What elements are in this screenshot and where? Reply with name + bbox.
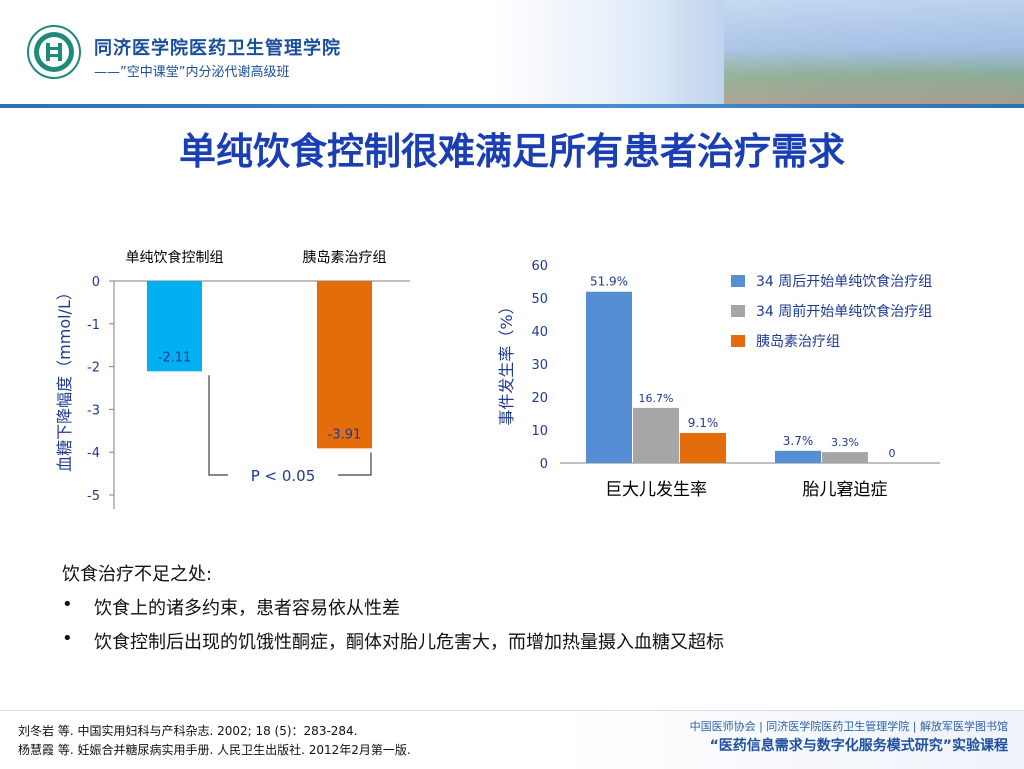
legend-label: 34 周前开始单纯饮食治疗组 [756, 303, 932, 320]
category-label: 胰岛素治疗组 [303, 250, 387, 266]
y-tick-label: 50 [531, 292, 548, 307]
reference-1: 刘冬岩 等. 中国实用妇科与产科杂志. 2002; 18 (5)：283-284… [18, 724, 358, 738]
bar-value-label: 51.9% [590, 275, 628, 289]
reference-2: 杨慧霞 等. 妊娠合并糖尿病实用手册. 人民卫生出版社. 2012年2月第一版. [18, 743, 411, 757]
glucose-reduction-chart: 血糖下降幅度（mmol/L） 0 -1 -2 -3 -4 -5 -2.11 单纯饮食控制组 -3… [55, 249, 410, 509]
category-label: 单纯饮食控制组 [126, 249, 224, 266]
bar-value-label: 3.3% [831, 436, 859, 449]
bar [680, 432, 726, 463]
legend-label: 34 周后开始单纯饮食治疗组 [756, 273, 932, 290]
bar-value-label: 16.7% [639, 392, 674, 405]
list-item: • 饮食上的诸多约束，患者容易依从性差 [62, 594, 724, 620]
y-tick-label: 40 [531, 325, 548, 340]
y-axis-label: 事件发生率（%） [497, 298, 516, 425]
header-divider [0, 104, 1024, 108]
bar [633, 407, 679, 463]
bullet-icon: • [62, 628, 73, 649]
bar-value-label: 3.7% [783, 434, 814, 448]
y-tick-label: -5 [87, 489, 100, 504]
bar-value-label: 0 [889, 447, 896, 460]
p-value-annotation: P < 0.05 [251, 467, 316, 485]
bar-value-label: -3.91 [328, 427, 362, 442]
y-tick-label: 20 [531, 391, 548, 406]
bar [775, 450, 821, 463]
legend-swatch [731, 335, 745, 347]
y-tick-label: 60 [531, 259, 548, 274]
category-label: 胎儿窘迫症 [803, 480, 888, 500]
slide-title: 单纯饮食控制很难满足所有患者治疗需求 [179, 130, 845, 173]
y-tick-label: -3 [87, 403, 100, 418]
bar-value-label: -2.11 [158, 350, 192, 365]
y-tick-label: 30 [531, 358, 548, 373]
footer-organizations: 中国医师协会 | 同济医学院医药卫生管理学院 | 解放军医学图书馆 [689, 720, 1008, 733]
legend-swatch [731, 305, 745, 317]
list-item-text: 饮食上的诸多约束，患者容易依从性差 [94, 598, 400, 619]
footer-course-title: “医药信息需求与数字化服务模式研究”实验课程 [709, 738, 1008, 754]
bar [586, 291, 632, 463]
y-tick-label: 0 [540, 457, 548, 472]
event-rate-chart: 事件发生率（%） 60 50 40 30 20 10 0 51.9% 3.7% 16.7% 3.3%… [497, 259, 940, 500]
y-tick-label: -1 [87, 318, 100, 333]
header-banner [0, 0, 1024, 108]
list-item: • 饮食控制后出现的饥饿性酮症，酮体对胎儿危害大，而增加热量摄入血糖又超标 [62, 628, 724, 654]
campus-photo [724, 0, 1024, 108]
y-tick-label: 10 [531, 424, 548, 439]
bar [317, 281, 372, 449]
y-tick-label: -2 [87, 361, 100, 376]
notes-section: 饮食治疗不足之处: • 饮食上的诸多约束，患者容易依从性差 • 饮食控制后出现的… [62, 560, 724, 662]
institution-name: 同济医学院医药卫生管理学院 [94, 38, 341, 59]
footer [0, 710, 1024, 769]
university-logo-icon [27, 25, 81, 79]
y-tick-label: 0 [92, 275, 100, 290]
legend-swatch [731, 275, 745, 287]
bullet-icon: • [62, 594, 73, 615]
annotation-background [228, 463, 338, 487]
legend-label: 胰岛素治疗组 [756, 334, 840, 350]
notes-heading: 饮食治疗不足之处: [62, 564, 213, 585]
bar [147, 281, 202, 372]
course-subtitle: ——”空中课堂”内分泌代谢高级班 [94, 65, 290, 80]
category-label: 巨大儿发生率 [605, 480, 707, 500]
y-axis-label: 血糖下降幅度（mmol/L） [55, 284, 74, 472]
y-tick-label: -4 [87, 446, 100, 461]
bar [822, 452, 868, 463]
bar-value-label: 9.1% [688, 416, 719, 430]
list-item-text: 饮食控制后出现的饥饿性酮症，酮体对胎儿危害大，而增加热量摄入血糖又超标 [94, 632, 724, 653]
